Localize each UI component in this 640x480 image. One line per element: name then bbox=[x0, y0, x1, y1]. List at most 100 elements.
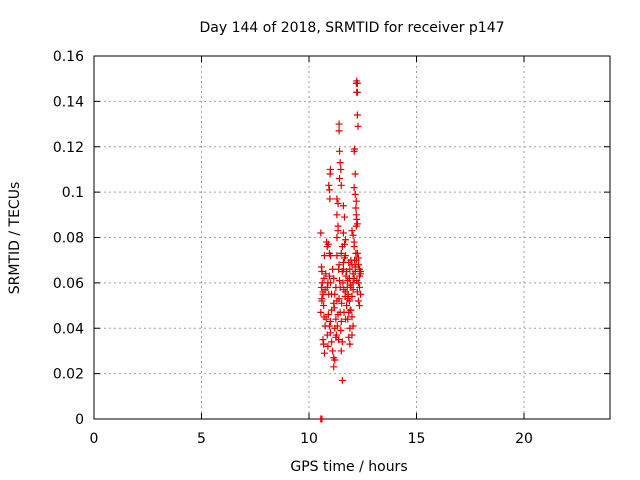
data-point bbox=[352, 249, 360, 257]
data-point bbox=[323, 283, 331, 291]
data-point bbox=[324, 342, 332, 350]
data-point bbox=[336, 175, 344, 183]
x-axis: 0 5 10 15 20 bbox=[90, 56, 533, 447]
data-point bbox=[330, 274, 338, 282]
data-point bbox=[335, 336, 343, 344]
x-tick-label: 20 bbox=[515, 431, 533, 447]
data-point bbox=[325, 181, 333, 189]
data-point bbox=[343, 302, 351, 310]
data-point bbox=[327, 165, 334, 173]
data-point bbox=[350, 184, 358, 192]
data-point bbox=[322, 270, 330, 278]
data-point bbox=[342, 236, 350, 244]
data-point bbox=[337, 249, 345, 257]
data-point bbox=[338, 376, 346, 384]
data-point bbox=[353, 288, 361, 296]
data-point bbox=[331, 290, 339, 298]
y-tick-label: 0.04 bbox=[53, 321, 84, 337]
y-tick-label: 0.02 bbox=[53, 367, 84, 383]
x-tick-label: 15 bbox=[408, 431, 426, 447]
data-point bbox=[333, 195, 341, 203]
data-point bbox=[335, 127, 343, 135]
data-point bbox=[338, 243, 346, 251]
y-tick-label: 0 bbox=[75, 412, 84, 428]
y-axis-title: SRMTID / TECUs bbox=[7, 182, 23, 295]
data-point bbox=[323, 331, 331, 339]
data-point bbox=[318, 268, 326, 276]
x-tick-label: 0 bbox=[90, 431, 99, 447]
data-point bbox=[348, 227, 356, 235]
data-point bbox=[328, 338, 336, 346]
data-point bbox=[329, 347, 337, 355]
data-point bbox=[352, 204, 360, 212]
data-point bbox=[349, 286, 357, 294]
data-point bbox=[345, 297, 353, 305]
data-point bbox=[333, 297, 341, 305]
y-tick-label: 0.12 bbox=[53, 140, 84, 156]
y-tick-label: 0.06 bbox=[53, 276, 84, 292]
data-point bbox=[325, 186, 333, 194]
data-point bbox=[325, 272, 333, 280]
data-point bbox=[333, 331, 341, 339]
data-point bbox=[354, 297, 362, 305]
data-point bbox=[329, 265, 337, 273]
data-point bbox=[345, 258, 353, 266]
data-point bbox=[348, 331, 356, 339]
data-point bbox=[337, 181, 345, 189]
data-point bbox=[353, 79, 361, 87]
data-point bbox=[340, 213, 348, 221]
data-point bbox=[353, 215, 361, 223]
y-tick-label: 0.1 bbox=[62, 185, 84, 201]
data-point bbox=[356, 272, 364, 280]
data-point bbox=[342, 315, 350, 323]
data-point bbox=[337, 347, 345, 355]
data-point bbox=[332, 315, 340, 323]
data-point bbox=[322, 315, 330, 323]
data-point bbox=[350, 238, 358, 246]
data-point bbox=[332, 283, 340, 291]
data-point bbox=[346, 340, 354, 348]
plot-frame bbox=[93, 55, 611, 420]
data-point bbox=[353, 88, 361, 96]
data-point bbox=[349, 322, 357, 330]
data-point bbox=[337, 327, 345, 335]
grid bbox=[94, 56, 610, 419]
data-point bbox=[348, 292, 356, 300]
data-point bbox=[324, 240, 332, 248]
data-point bbox=[339, 229, 347, 237]
data-point bbox=[339, 202, 347, 210]
data-point bbox=[348, 313, 356, 321]
data-point bbox=[327, 279, 334, 287]
data-point bbox=[351, 190, 359, 198]
data-point bbox=[335, 120, 343, 128]
x-tick-label: 5 bbox=[197, 431, 206, 447]
data-point bbox=[321, 322, 329, 330]
x-axis-title: GPS time / hours bbox=[290, 459, 407, 475]
data-point bbox=[344, 290, 352, 298]
data-point bbox=[346, 281, 354, 289]
data-point bbox=[317, 229, 325, 237]
data-point bbox=[326, 195, 334, 203]
data-point bbox=[351, 268, 359, 276]
data-point bbox=[351, 145, 359, 153]
data-point bbox=[352, 256, 360, 264]
data-point bbox=[338, 268, 346, 276]
data-point bbox=[320, 349, 328, 357]
data-point bbox=[330, 304, 338, 312]
data-point bbox=[356, 283, 364, 291]
data-point bbox=[334, 311, 342, 319]
data-point bbox=[319, 336, 327, 344]
data-point bbox=[324, 311, 332, 319]
data-point bbox=[320, 340, 328, 348]
data-point bbox=[333, 234, 341, 241]
data-point bbox=[346, 306, 354, 314]
data-point bbox=[337, 165, 345, 173]
data-point bbox=[320, 252, 328, 260]
data-point bbox=[353, 111, 361, 119]
data-point bbox=[333, 322, 341, 330]
data-point bbox=[334, 222, 342, 230]
data-point bbox=[317, 308, 325, 316]
data-point bbox=[340, 308, 348, 316]
data-point bbox=[340, 254, 348, 262]
